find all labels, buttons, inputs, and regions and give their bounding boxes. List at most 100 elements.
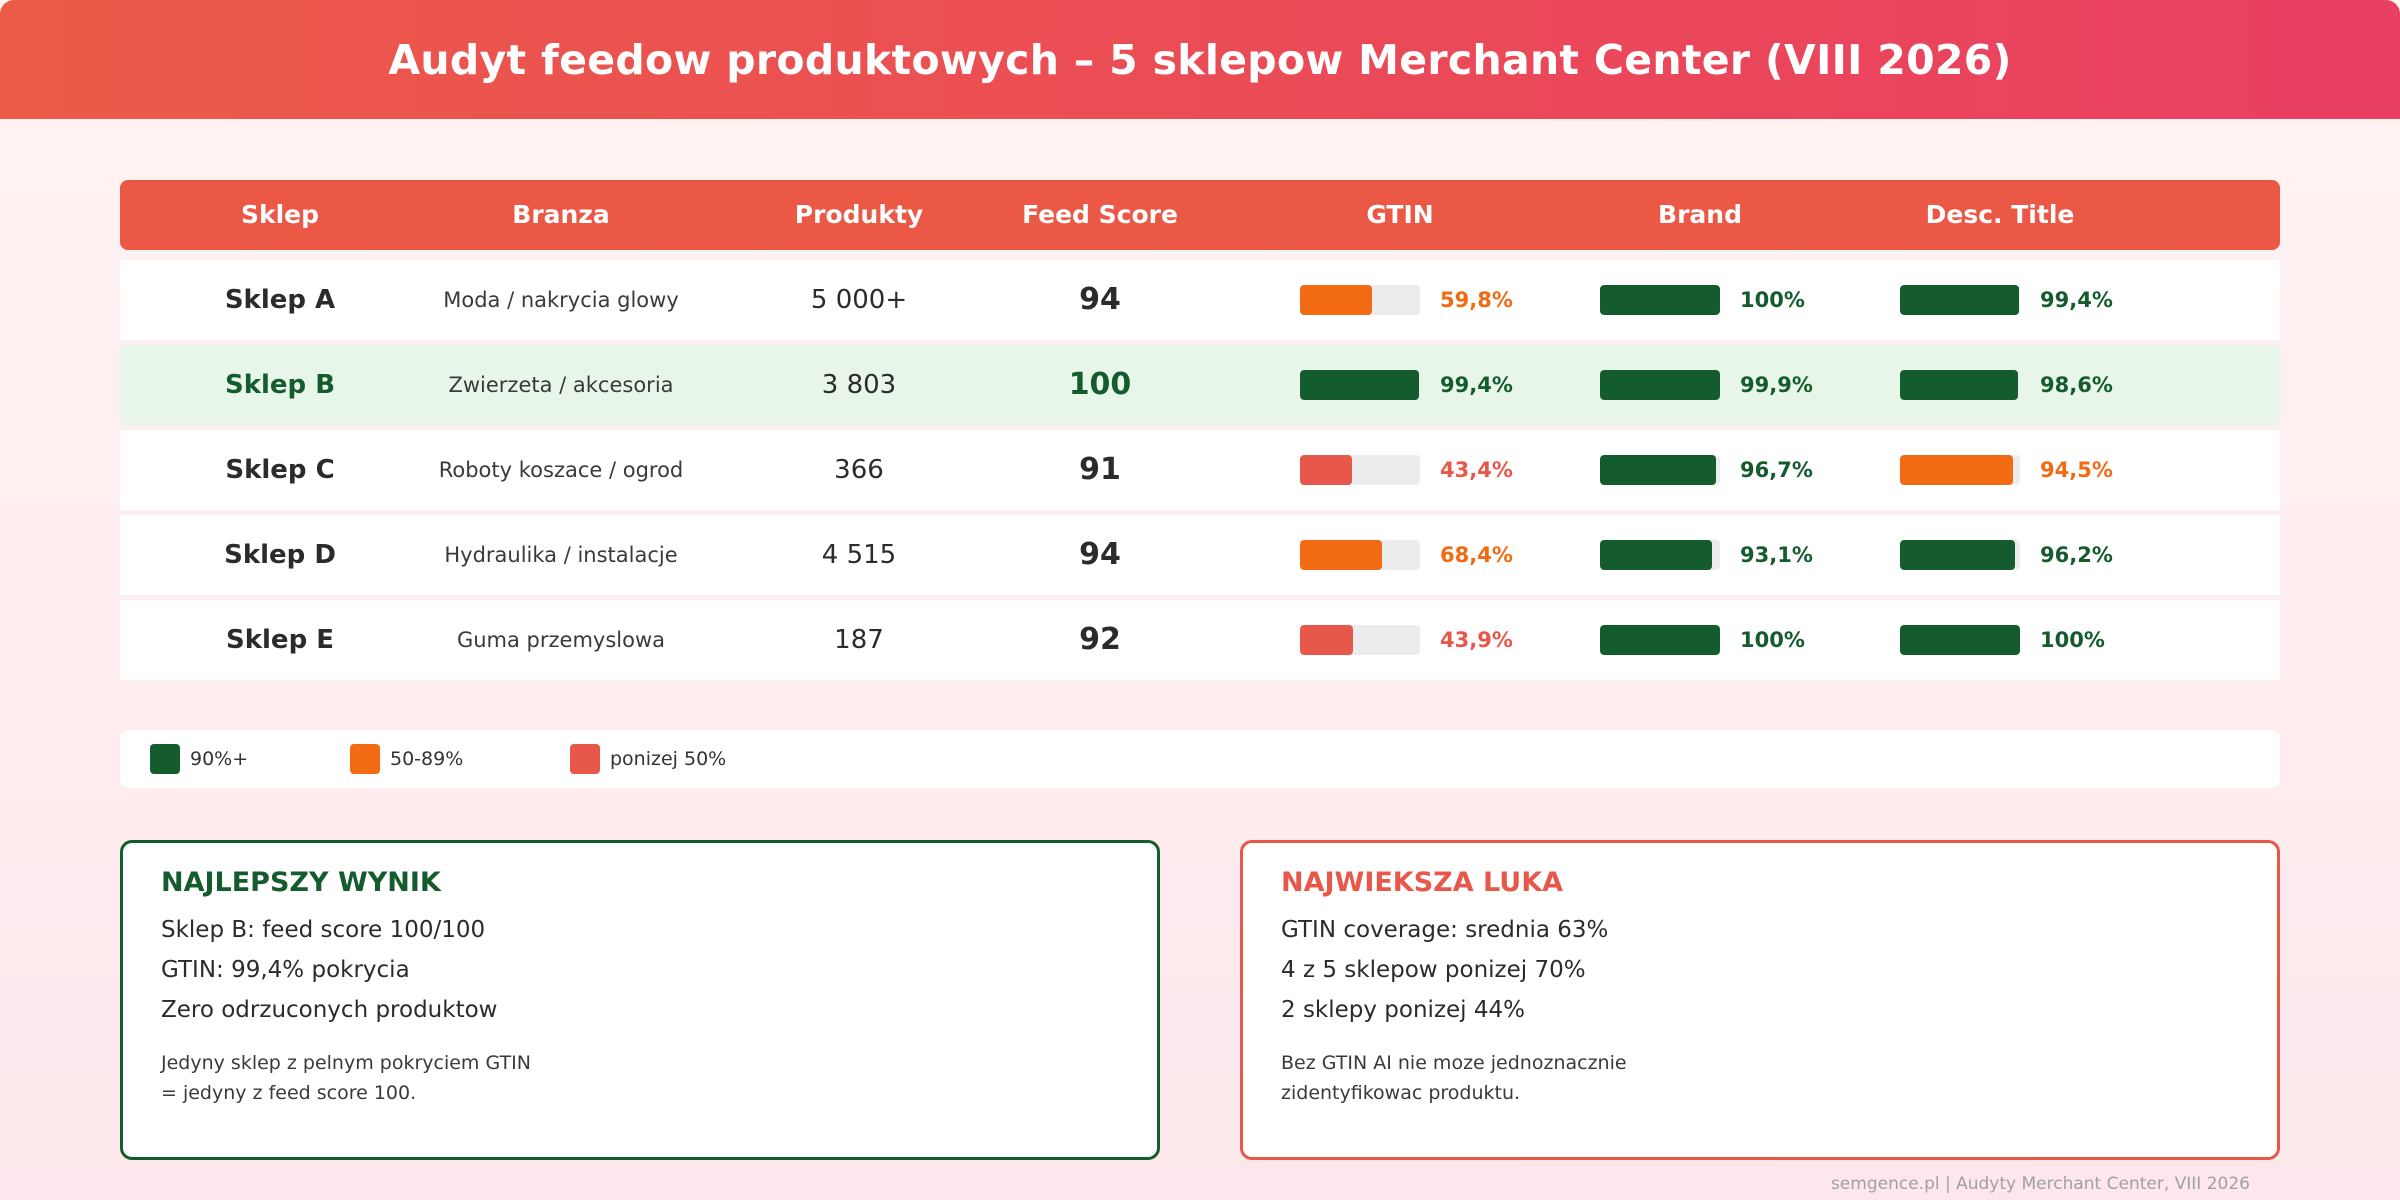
- header-gtin: GTIN: [1366, 200, 1434, 229]
- gtin-bar-fill: [1300, 370, 1420, 400]
- footer-credit: semgence.pl | Audyty Merchant Center, VI…: [1830, 1174, 2250, 1194]
- biggest-gap-title: NAJWIEKSZA LUKA: [1281, 867, 1564, 898]
- desc-value: 96,2%: [2040, 543, 2113, 567]
- legend-swatch-red: [570, 744, 600, 774]
- gtin-value: 43,9%: [1440, 628, 1513, 652]
- feed-score: 94: [1079, 282, 1121, 317]
- legend-label: ponizej 50%: [610, 748, 727, 770]
- brand-value: 96,7%: [1740, 458, 1813, 482]
- gtin-value: 99,4%: [1440, 373, 1513, 397]
- best-result-line: Sklep B: feed score 100/100: [161, 917, 486, 943]
- biggest-gap-line: 4 z 5 sklepow ponizej 70%: [1281, 957, 1586, 983]
- gtin-bar-fill: [1300, 540, 1383, 570]
- brand-bar-fill: [1600, 455, 1717, 485]
- biggest-gap-line: GTIN coverage: srednia 63%: [1281, 917, 1609, 943]
- feed-score: 91: [1079, 452, 1121, 487]
- best-result-line: GTIN: 99,4% pokrycia: [161, 957, 410, 983]
- header-shop: Sklep: [240, 200, 320, 229]
- desc-bar-track: [1900, 370, 2020, 400]
- desc-bar-fill: [1900, 285, 2020, 315]
- brand-bar-track: [1600, 455, 1720, 485]
- feed-score: 92: [1079, 622, 1121, 657]
- desc-bar-track: [1900, 455, 2020, 485]
- brand-bar-track: [1600, 540, 1720, 570]
- gtin-value: 68,4%: [1440, 543, 1513, 567]
- brand-bar-track: [1600, 370, 1720, 400]
- table-row: Sklep A Moda / nakrycia glowy 5 000+ 94 59,8…: [120, 260, 2280, 340]
- desc-bar-fill: [1900, 370, 2019, 400]
- legend-label: 90%+: [190, 748, 249, 770]
- shop-name: Sklep E: [226, 625, 334, 655]
- desc-value: 99,4%: [2040, 288, 2113, 312]
- best-result-note-line: Jedyny sklep z pelnym pokryciem GTIN: [161, 1052, 531, 1074]
- branch-name: Guma przemyslowa: [456, 628, 666, 652]
- desc-value: 100%: [2040, 628, 2105, 652]
- biggest-gap-note-line: zidentyfikowac produktu.: [1281, 1082, 1521, 1104]
- page-title: Audyt feedow produktowych – 5 sklepow Me…: [388, 35, 2012, 84]
- header-feed-score: Feed Score: [1022, 200, 1178, 229]
- desc-bar-track: [1900, 285, 2020, 315]
- brand-bar-fill: [1600, 285, 1720, 315]
- biggest-gap-line: 2 sklepy ponizej 44%: [1281, 997, 1525, 1023]
- legend-item-green: 90%+: [150, 730, 248, 788]
- shop-name: Sklep D: [224, 540, 336, 570]
- table-row: Sklep D Hydraulika / instalacje 4 515 94 68,…: [120, 515, 2280, 595]
- shop-name: Sklep B: [224, 370, 336, 400]
- gtin-bar-track: [1300, 455, 1420, 485]
- header-products: Produkty: [794, 200, 924, 229]
- desc-bar-track: [1900, 625, 2020, 655]
- brand-bar-fill: [1600, 370, 1720, 400]
- product-count: 366: [834, 455, 884, 485]
- desc-bar-fill: [1900, 625, 2020, 655]
- header-branch: Branza: [512, 200, 610, 229]
- feed-score: 100: [1068, 367, 1132, 402]
- biggest-gap-note-line: Bez GTIN AI nie moze jednoznacznie: [1281, 1052, 1627, 1074]
- header-brand: Brand: [1658, 200, 1742, 229]
- gtin-bar-fill: [1300, 285, 1372, 315]
- product-count: 4 515: [821, 540, 897, 570]
- feed-score: 94: [1079, 537, 1121, 572]
- legend-item-orange: 50-89%: [350, 730, 463, 788]
- gtin-bar-track: [1300, 625, 1420, 655]
- header-banner: Audyt feedow produktowych – 5 sklepow Me…: [0, 0, 2400, 119]
- gtin-bar-fill: [1300, 455, 1353, 485]
- brand-bar-fill: [1600, 540, 1712, 570]
- legend-item-red: ponizej 50%: [570, 730, 726, 788]
- brand-value: 99,9%: [1740, 373, 1813, 397]
- product-count: 3 803: [821, 370, 897, 400]
- best-result-card: NAJLEPSZY WYNIK Sklep B: feed score 100/…: [120, 840, 1160, 1160]
- brand-value: 100%: [1740, 288, 1805, 312]
- brand-value: 93,1%: [1740, 543, 1813, 567]
- header-desc-title: Desc. Title: [1925, 200, 2075, 229]
- desc-bar-fill: [1900, 540, 2016, 570]
- table-row: Sklep B Zwierzeta / akcesoria 3 803 100 99,4…: [120, 345, 2280, 425]
- biggest-gap-card: NAJWIEKSZA LUKA GTIN coverage: srednia 6…: [1240, 840, 2280, 1160]
- branch-name: Moda / nakrycia glowy: [443, 288, 679, 312]
- shop-name: Sklep C: [225, 455, 335, 485]
- product-count: 187: [834, 625, 884, 655]
- shop-name: Sklep A: [224, 285, 336, 315]
- gtin-value: 59,8%: [1440, 288, 1513, 312]
- product-count: 5 000+: [810, 285, 908, 315]
- desc-bar-fill: [1900, 455, 2014, 485]
- best-result-line: Zero odrzuconych produktow: [161, 997, 498, 1023]
- branch-name: Hydraulika / instalacje: [444, 543, 678, 567]
- brand-bar-track: [1600, 625, 1720, 655]
- desc-value: 98,6%: [2040, 373, 2113, 397]
- gtin-bar-track: [1300, 540, 1420, 570]
- brand-bar-fill: [1600, 625, 1720, 655]
- gtin-value: 43,4%: [1440, 458, 1513, 482]
- brand-bar-track: [1600, 285, 1720, 315]
- legend: 90%+ 50-89% ponizej 50%: [120, 730, 2280, 788]
- gtin-bar-track: [1300, 285, 1420, 315]
- biggest-gap-note: Bez GTIN AI nie moze jednoznacznie ziden…: [1281, 1048, 2239, 1108]
- table-header: Sklep Branza Produkty Feed Score GTIN Br…: [120, 180, 2280, 250]
- table-row: Sklep E Guma przemyslowa 187 92 43,9% 100% 100…: [120, 600, 2280, 680]
- best-result-note: Jedyny sklep z pelnym pokryciem GTIN = j…: [161, 1048, 1119, 1108]
- legend-swatch-orange: [350, 744, 380, 774]
- branch-name: Roboty koszace / ogrod: [438, 458, 684, 482]
- best-result-title: NAJLEPSZY WYNIK: [161, 867, 441, 898]
- branch-name: Zwierzeta / akcesoria: [448, 373, 674, 397]
- legend-swatch-green: [150, 744, 180, 774]
- best-result-note-line: = jedyny z feed score 100.: [161, 1082, 417, 1104]
